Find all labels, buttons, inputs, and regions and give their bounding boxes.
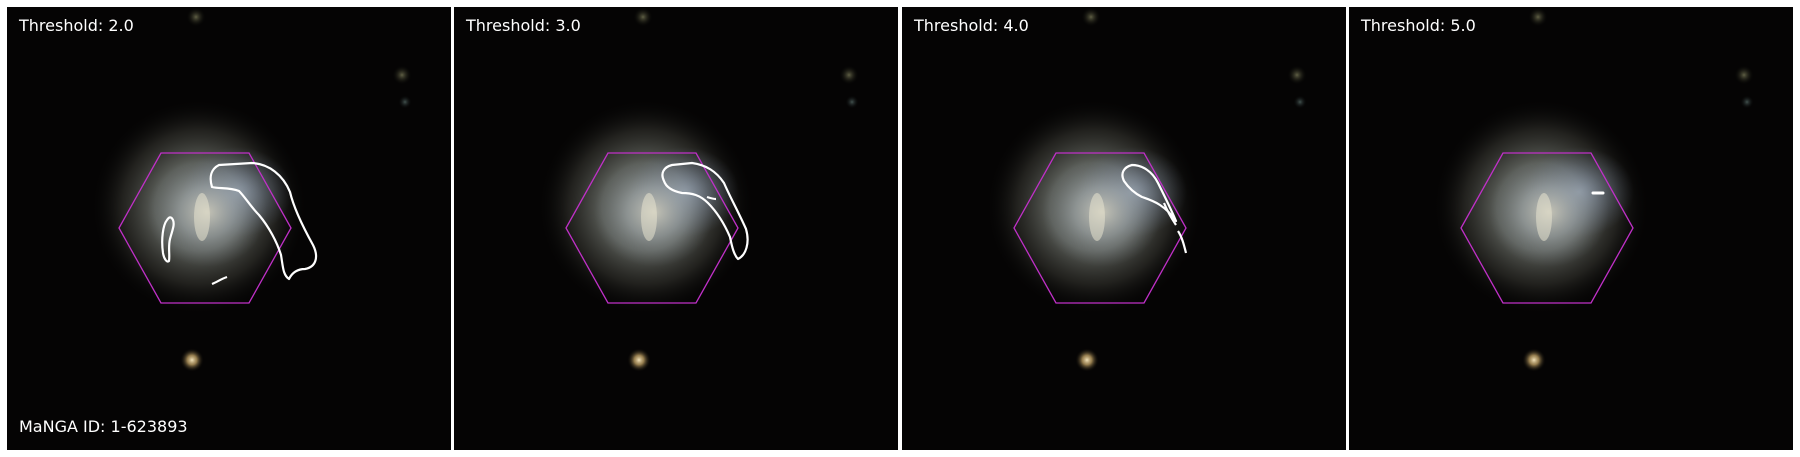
galaxy-image-panel-3	[902, 7, 1346, 450]
panel-threshold-5: Threshold: 5.0	[1349, 7, 1793, 450]
threshold-contour	[161, 216, 175, 263]
panel-title: Threshold: 3.0	[466, 16, 581, 35]
manga-id-label: MaNGA ID: 1-623893	[19, 417, 188, 436]
threshold-contour-group	[1121, 163, 1188, 254]
panel-title: Threshold: 5.0	[1361, 16, 1476, 35]
galaxy-image-panel-4	[1349, 7, 1793, 450]
panel-threshold-2: Threshold: 2.0 MaNGA ID: 1-623893	[7, 7, 451, 450]
threshold-contour	[706, 195, 717, 201]
panel-title: Threshold: 4.0	[914, 16, 1029, 35]
galaxy-image-panel-2	[454, 7, 898, 450]
threshold-contour	[1177, 230, 1188, 254]
threshold-contour	[1121, 163, 1178, 223]
threshold-contour	[209, 161, 318, 281]
threshold-contour-group	[161, 161, 318, 286]
threshold-contour	[661, 161, 749, 261]
threshold-contour	[211, 275, 228, 286]
panel-threshold-4: Threshold: 4.0	[902, 7, 1346, 450]
panel-threshold-3: Threshold: 3.0	[454, 7, 898, 450]
panel-title: Threshold: 2.0	[19, 16, 134, 35]
galaxy-image-panel-1	[7, 7, 451, 450]
threshold-contour-group	[661, 161, 749, 261]
threshold-contour	[1162, 202, 1177, 226]
